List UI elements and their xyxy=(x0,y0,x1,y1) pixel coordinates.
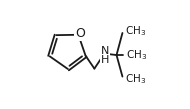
Text: N: N xyxy=(101,46,109,56)
Text: CH$_3$: CH$_3$ xyxy=(126,48,147,62)
Text: CH$_3$: CH$_3$ xyxy=(125,24,146,38)
Text: CH$_3$: CH$_3$ xyxy=(125,72,146,86)
Text: H: H xyxy=(101,55,109,65)
Text: O: O xyxy=(75,27,85,40)
